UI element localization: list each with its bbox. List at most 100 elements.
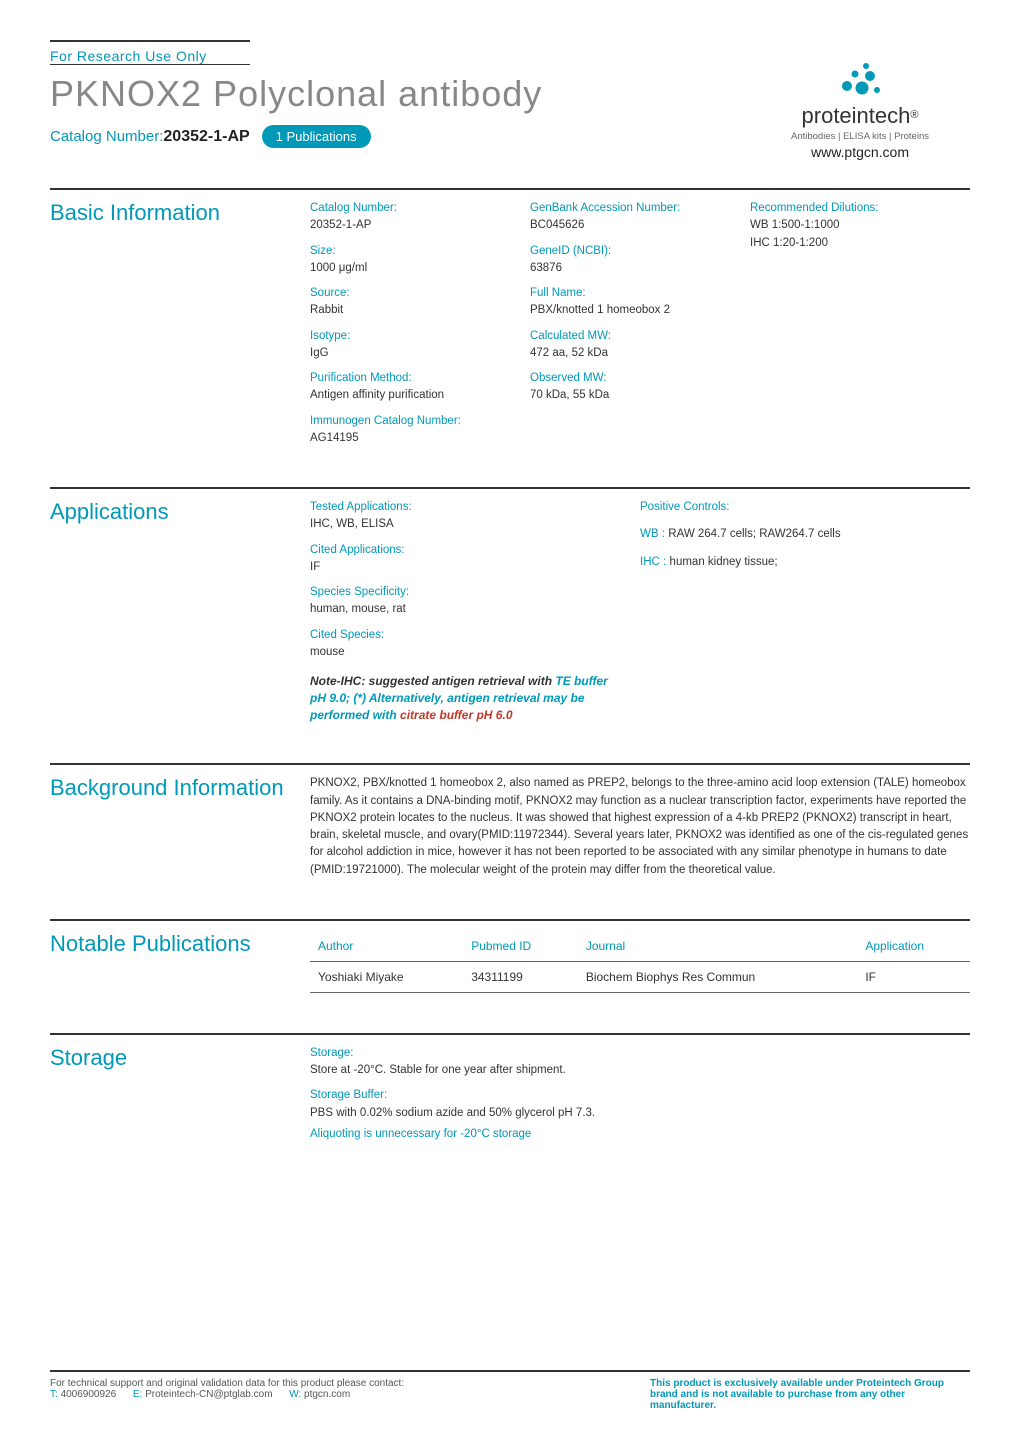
label-inline: IHC : [640, 556, 666, 568]
publications-badge: 1 Publications [262, 125, 371, 148]
label: Size: [310, 243, 510, 260]
label: Immunogen Catalog Number: [310, 413, 510, 430]
label: Isotype: [310, 328, 510, 345]
value: PBX/knotted 1 homeobox 2 [530, 302, 730, 319]
section-title-background: Background Information [50, 775, 310, 879]
apps-col2: Positive Controls: WB : RAW 264.7 cells;… [640, 499, 970, 723]
label: Source: [310, 285, 510, 302]
td-journal: Biochem Biophys Res Commun [578, 961, 858, 992]
value: Rabbit [310, 302, 510, 319]
section-notable: Notable Publications Author Pubmed ID Jo… [50, 919, 970, 993]
label: Tested Applications: [310, 499, 620, 516]
footer-e-label: E: [133, 1389, 145, 1400]
section-title-storage: Storage [50, 1045, 310, 1143]
label-inline: WB : [640, 528, 665, 540]
label: Purification Method: [310, 370, 510, 387]
label: Recommended Dilutions: [750, 200, 950, 217]
value: Antigen affinity purification [310, 387, 510, 404]
value: human, mouse, rat [310, 601, 620, 618]
footer-t: 4006900926 [61, 1389, 117, 1400]
logo-registered: ® [910, 109, 918, 121]
label: GeneID (NCBI): [530, 243, 730, 260]
label: Cited Species: [310, 627, 620, 644]
th-author: Author [310, 931, 463, 962]
apps-col1: Tested Applications: IHC, WB, ELISA Cite… [310, 499, 640, 723]
catalog-label: Catalog Number:20352-1-AP [50, 128, 250, 146]
logo-name: proteintech [802, 103, 911, 128]
section-storage: Storage Storage: Store at -20°C. Stable … [50, 1033, 970, 1143]
logo-subline: Antibodies | ELISA kits | Proteins [750, 131, 970, 142]
label: GenBank Accession Number: [530, 200, 730, 217]
th-application: Application [857, 931, 970, 962]
value: 63876 [530, 260, 730, 277]
section-background: Background Information PKNOX2, PBX/knott… [50, 763, 970, 879]
label: Storage Buffer: [310, 1087, 950, 1104]
td-application: IF [857, 961, 970, 992]
footer-contact-line: T: 4006900926 E: Proteintech-CN@ptglab.c… [50, 1389, 404, 1400]
ihc-line: IHC : human kidney tissue; [640, 552, 950, 571]
td-pubmed: 34311199 [463, 961, 578, 992]
footer-w: ptgcn.com [304, 1389, 350, 1400]
label: Catalog Number: [310, 200, 510, 217]
label: Species Specificity: [310, 584, 620, 601]
td-author: Yoshiaki Miyake [310, 961, 463, 992]
logo-url: www.ptgcn.com [750, 144, 970, 160]
value: PBS with 0.02% sodium azide and 50% glyc… [310, 1105, 950, 1122]
value: 70 kDa, 55 kDa [530, 387, 730, 404]
footer-support-line: For technical support and original valid… [50, 1378, 404, 1389]
catalog-number: 20352-1-AP [163, 128, 249, 145]
footer-t-label: T: [50, 1389, 61, 1400]
label: Storage: [310, 1045, 950, 1062]
value: 20352-1-AP [310, 217, 510, 234]
basic-col3: Recommended Dilutions: WB 1:500-1:1000 I… [750, 200, 970, 447]
value: IHC, WB, ELISA [310, 516, 620, 533]
background-text: PKNOX2, PBX/knotted 1 homeobox 2, also n… [310, 775, 970, 879]
basic-col1: Catalog Number: 20352-1-AP Size: 1000 μg… [310, 200, 530, 447]
footer-left: For technical support and original valid… [50, 1378, 404, 1411]
value: AG14195 [310, 430, 510, 447]
footer-e: Proteintech-CN@ptglab.com [145, 1389, 272, 1400]
value: BC045626 [530, 217, 730, 234]
storage-col: Storage: Store at -20°C. Stable for one … [310, 1045, 970, 1143]
value: mouse [310, 644, 620, 661]
logo-icon [750, 60, 970, 103]
header-underline [50, 64, 250, 65]
logo-name-line: proteintech® [750, 103, 970, 129]
aliquot-note: Aliquoting is unnecessary for -20°C stor… [310, 1126, 950, 1143]
value: IHC 1:20-1:200 [750, 235, 950, 252]
section-title-applications: Applications [50, 499, 310, 723]
page-footer: For technical support and original valid… [50, 1370, 970, 1411]
ihc-note: Note-IHC: suggested antigen retrieval wi… [310, 673, 610, 723]
header-top-rule [50, 40, 250, 42]
value: RAW 264.7 cells; RAW264.7 cells [668, 528, 840, 540]
section-title-basic: Basic Information [50, 200, 310, 447]
note-prefix: Note-IHC: suggested antigen retrieval wi… [310, 674, 555, 688]
label: Calculated MW: [530, 328, 730, 345]
table-header-row: Author Pubmed ID Journal Application [310, 931, 970, 962]
value: Store at -20°C. Stable for one year afte… [310, 1062, 950, 1079]
value: IgG [310, 345, 510, 362]
th-journal: Journal [578, 931, 858, 962]
value: human kidney tissue; [670, 556, 778, 568]
publications-table: Author Pubmed ID Journal Application Yos… [310, 931, 970, 993]
label: Cited Applications: [310, 542, 620, 559]
footer-right: This product is exclusively available un… [650, 1378, 970, 1411]
wb-line: WB : RAW 264.7 cells; RAW264.7 cells [640, 524, 950, 543]
footer-w-label: W: [289, 1389, 304, 1400]
value: WB 1:500-1:1000 [750, 217, 950, 234]
table-row: Yoshiaki Miyake 34311199 Biochem Biophys… [310, 961, 970, 992]
th-pubmed: Pubmed ID [463, 931, 578, 962]
note-citrate: citrate buffer pH 6.0 [400, 708, 512, 722]
label: Full Name: [530, 285, 730, 302]
label: Observed MW: [530, 370, 730, 387]
brand-logo: proteintech® Antibodies | ELISA kits | P… [750, 60, 970, 160]
value: 1000 μg/ml [310, 260, 510, 277]
section-title-notable: Notable Publications [50, 931, 310, 993]
basic-col2: GenBank Accession Number: BC045626 GeneI… [530, 200, 750, 447]
value: IF [310, 559, 620, 576]
section-basic-info: Basic Information Catalog Number: 20352-… [50, 188, 970, 447]
catalog-label-text: Catalog Number: [50, 128, 163, 145]
label: Positive Controls: [640, 499, 950, 516]
value: 472 aa, 52 kDa [530, 345, 730, 362]
section-applications: Applications Tested Applications: IHC, W… [50, 487, 970, 723]
